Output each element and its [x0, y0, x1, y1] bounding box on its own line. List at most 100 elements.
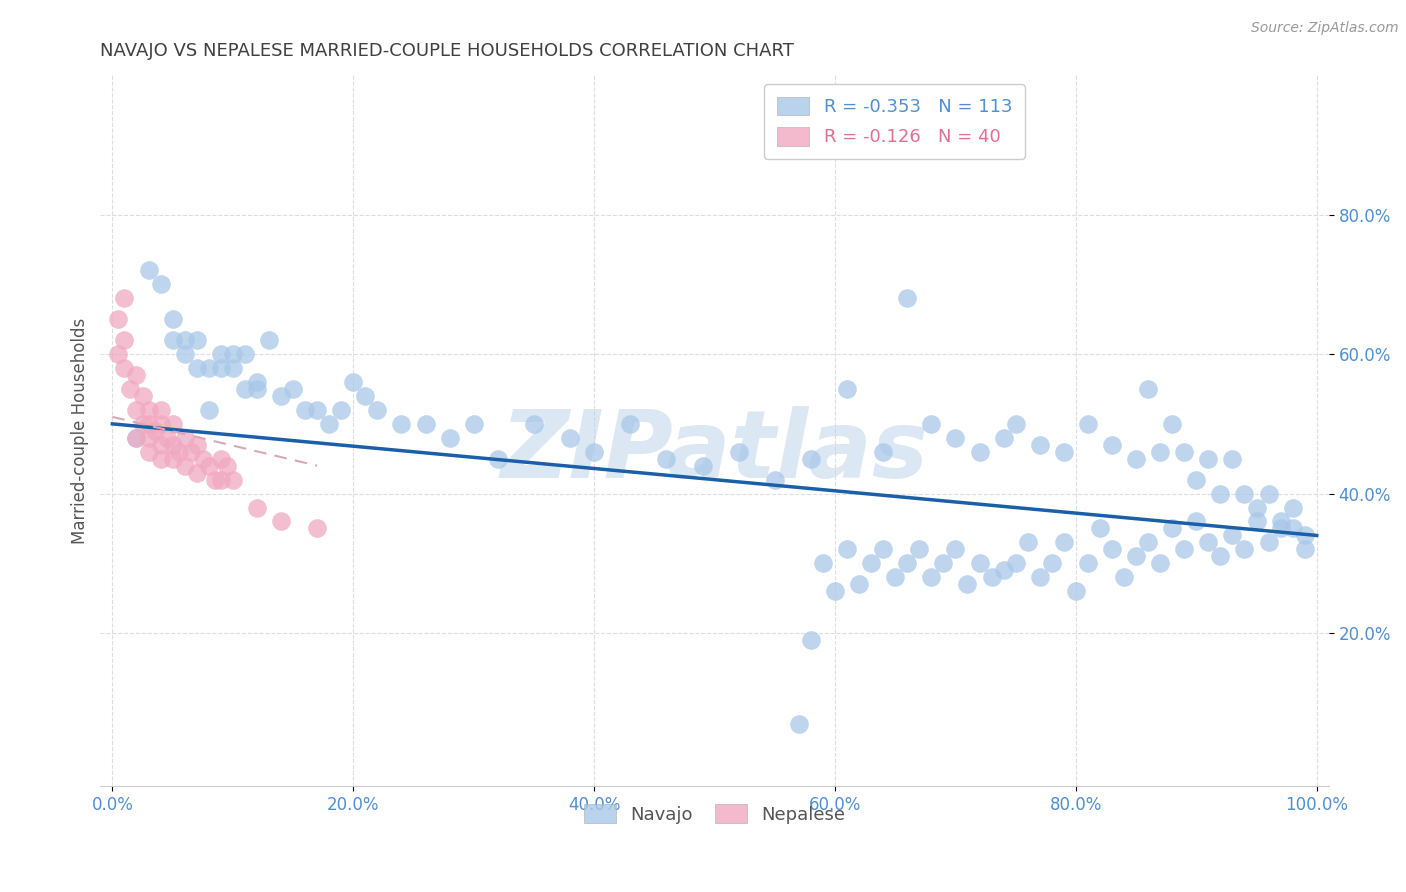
Point — [415, 417, 437, 431]
Point — [848, 577, 870, 591]
Legend: Navajo, Nepalese: Navajo, Nepalese — [572, 793, 856, 834]
Point — [149, 417, 172, 431]
Point — [619, 417, 641, 431]
Point — [1209, 486, 1232, 500]
Point — [270, 389, 292, 403]
Point — [1101, 438, 1123, 452]
Point — [173, 347, 195, 361]
Point — [800, 451, 823, 466]
Point — [330, 403, 353, 417]
Point — [233, 382, 256, 396]
Point — [1004, 417, 1026, 431]
Point — [186, 333, 208, 347]
Point — [149, 403, 172, 417]
Point — [1173, 444, 1195, 458]
Point — [107, 347, 129, 361]
Point — [1173, 542, 1195, 557]
Point — [391, 417, 413, 431]
Point — [114, 291, 136, 305]
Point — [125, 368, 148, 382]
Point — [811, 557, 834, 571]
Point — [1246, 500, 1268, 515]
Point — [209, 347, 232, 361]
Point — [1149, 557, 1171, 571]
Point — [281, 382, 304, 396]
Point — [294, 403, 316, 417]
Point — [1233, 542, 1256, 557]
Point — [366, 403, 388, 417]
Point — [204, 473, 226, 487]
Point — [1137, 535, 1160, 549]
Point — [149, 451, 172, 466]
Point — [180, 444, 202, 458]
Point — [114, 333, 136, 347]
Point — [945, 431, 967, 445]
Point — [956, 577, 979, 591]
Point — [197, 403, 219, 417]
Point — [191, 451, 214, 466]
Point — [246, 500, 269, 515]
Point — [138, 403, 160, 417]
Point — [558, 431, 581, 445]
Point — [1125, 451, 1147, 466]
Point — [143, 424, 166, 438]
Text: Source: ZipAtlas.com: Source: ZipAtlas.com — [1251, 21, 1399, 35]
Point — [246, 375, 269, 389]
Point — [1101, 542, 1123, 557]
Point — [1053, 444, 1076, 458]
Point — [980, 570, 1002, 584]
Point — [884, 570, 907, 584]
Point — [162, 312, 184, 326]
Point — [1077, 417, 1099, 431]
Point — [1281, 500, 1303, 515]
Point — [270, 515, 292, 529]
Point — [835, 382, 858, 396]
Point — [1233, 486, 1256, 500]
Point — [860, 557, 883, 571]
Point — [233, 347, 256, 361]
Point — [1137, 382, 1160, 396]
Point — [1077, 557, 1099, 571]
Point — [1064, 584, 1087, 599]
Point — [800, 633, 823, 648]
Point — [318, 417, 340, 431]
Point — [138, 417, 160, 431]
Point — [167, 444, 190, 458]
Point — [354, 389, 377, 403]
Point — [1088, 521, 1111, 535]
Point — [114, 361, 136, 376]
Point — [155, 431, 177, 445]
Point — [655, 451, 678, 466]
Point — [173, 333, 195, 347]
Point — [125, 403, 148, 417]
Point — [138, 444, 160, 458]
Point — [1270, 521, 1292, 535]
Point — [215, 458, 238, 473]
Point — [307, 403, 329, 417]
Point — [486, 451, 509, 466]
Point — [993, 563, 1015, 577]
Point — [125, 431, 148, 445]
Point — [138, 431, 160, 445]
Point — [787, 716, 810, 731]
Point — [763, 473, 786, 487]
Point — [120, 382, 142, 396]
Point — [1004, 557, 1026, 571]
Point — [1112, 570, 1135, 584]
Point — [1161, 521, 1184, 535]
Point — [439, 431, 461, 445]
Point — [1197, 451, 1219, 466]
Point — [149, 277, 172, 292]
Point — [162, 333, 184, 347]
Point — [1185, 515, 1208, 529]
Point — [222, 361, 245, 376]
Text: ZIPatlas: ZIPatlas — [501, 406, 928, 498]
Point — [872, 444, 894, 458]
Point — [162, 438, 184, 452]
Point — [1222, 528, 1244, 542]
Point — [896, 557, 918, 571]
Point — [222, 347, 245, 361]
Point — [307, 521, 329, 535]
Point — [1222, 451, 1244, 466]
Point — [131, 417, 153, 431]
